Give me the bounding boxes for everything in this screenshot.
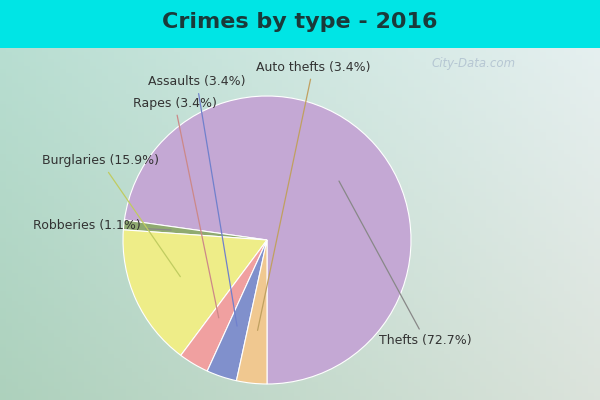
Text: Crimes by type - 2016: Crimes by type - 2016 xyxy=(162,12,438,32)
Wedge shape xyxy=(236,240,267,384)
Text: Robberies (1.1%): Robberies (1.1%) xyxy=(32,219,171,232)
Text: Burglaries (15.9%): Burglaries (15.9%) xyxy=(42,154,181,277)
Wedge shape xyxy=(123,230,267,355)
Wedge shape xyxy=(124,96,411,384)
Text: Auto thefts (3.4%): Auto thefts (3.4%) xyxy=(256,61,370,330)
Wedge shape xyxy=(181,240,267,371)
Wedge shape xyxy=(124,220,267,240)
Text: City-Data.com: City-Data.com xyxy=(432,58,516,70)
Text: Assaults (3.4%): Assaults (3.4%) xyxy=(148,75,245,326)
Text: Thefts (72.7%): Thefts (72.7%) xyxy=(339,181,472,347)
Wedge shape xyxy=(207,240,267,381)
Text: Rapes (3.4%): Rapes (3.4%) xyxy=(133,97,219,318)
